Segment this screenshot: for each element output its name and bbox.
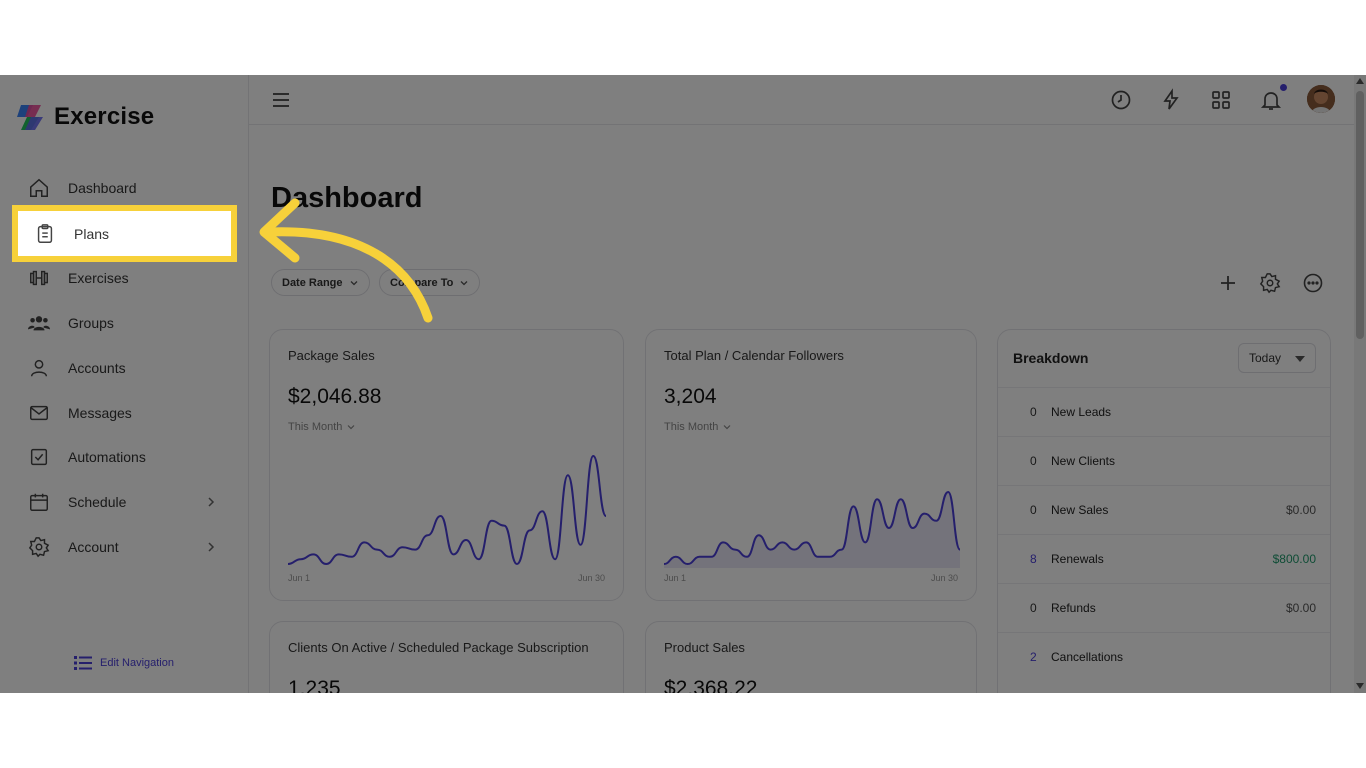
tutorial-arrow-icon xyxy=(259,198,433,323)
highlighted-plans-label: Plans xyxy=(74,225,110,242)
highlighted-plans-item[interactable]: Plans xyxy=(12,205,237,262)
clipboard-icon xyxy=(37,223,53,243)
tutorial-dim-overlay xyxy=(0,75,1366,693)
app-window: Exercise Dashboard Plans Exercises Group… xyxy=(0,75,1366,693)
